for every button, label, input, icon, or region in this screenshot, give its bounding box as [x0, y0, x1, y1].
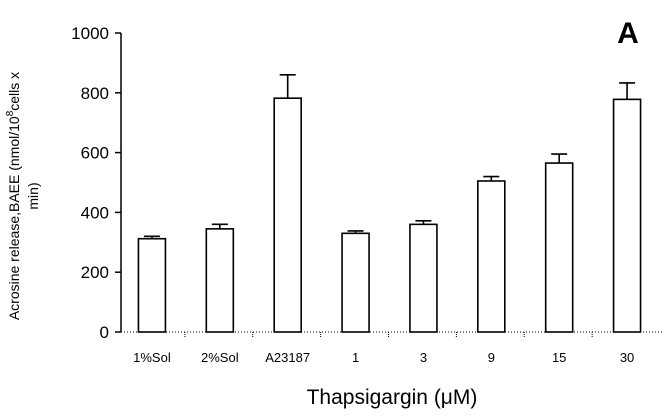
y-tick-label: 200 — [81, 263, 109, 282]
x-tick-label: 1 — [352, 350, 359, 365]
bar — [612, 98, 642, 333]
bar — [205, 228, 235, 333]
y-tick-label: 800 — [81, 84, 109, 103]
bars — [137, 74, 642, 338]
bar — [341, 232, 370, 333]
x-axis-label: Thapsigargin (μM) — [307, 386, 478, 409]
x-tick-label: 3 — [420, 350, 427, 365]
x-tick-label: 9 — [488, 350, 495, 365]
x-tick-label: 1%Sol — [133, 350, 171, 365]
y-axis-label-sup: 8 — [5, 110, 16, 116]
x-tick-label: 15 — [552, 350, 566, 365]
x-tick-label: A23187 — [265, 350, 310, 365]
bar — [477, 180, 506, 333]
panel-label: A — [617, 17, 639, 50]
bar — [137, 237, 167, 333]
y-tick-label: 600 — [81, 144, 109, 163]
y-tick-label: 400 — [81, 203, 109, 222]
y-axis-label-line2: min) — [25, 182, 41, 209]
y-axis-label-part1: Acrosine release,BAEE (nmol/10 — [6, 116, 22, 320]
y-axis-label-part2: cells x — [6, 72, 22, 111]
x-tick-label: 30 — [620, 350, 634, 365]
x-tick-label: 2%Sol — [201, 350, 239, 365]
y-tick-label: 1000 — [71, 24, 109, 43]
y-tick-labels: 0 200 400 600 800 1000 — [71, 24, 109, 342]
x-tick-labels: 1%Sol 2%Sol A23187 1 3 9 15 30 — [133, 350, 634, 365]
bar — [273, 97, 302, 333]
y-axis — [115, 32, 664, 333]
bar — [544, 162, 574, 333]
y-tick-label: 0 — [100, 323, 109, 342]
y-axis-label-line1: Acrosine release,BAEE (nmol/108cells x — [5, 72, 22, 320]
bar — [409, 223, 438, 333]
